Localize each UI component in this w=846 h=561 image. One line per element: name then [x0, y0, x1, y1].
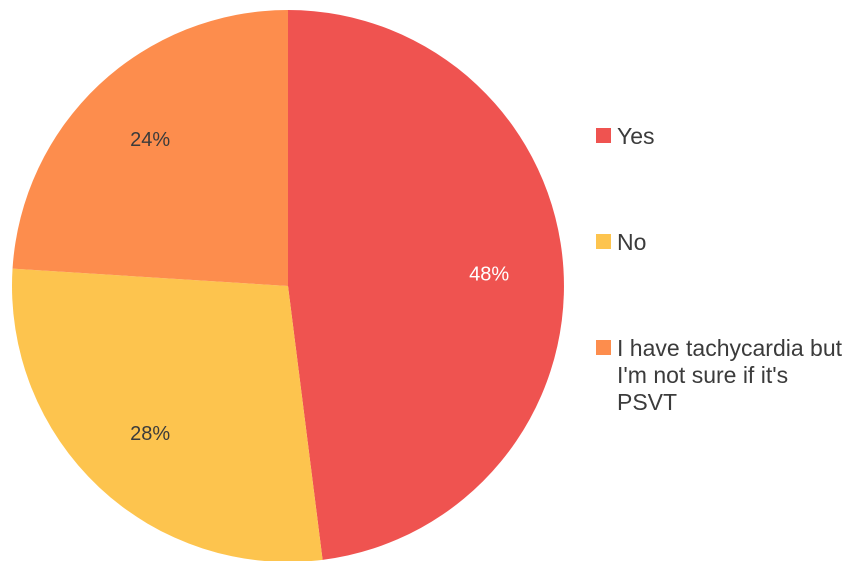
pie-slice-yes[interactable]: [288, 10, 564, 560]
legend-swatch-unsure: [596, 340, 611, 355]
legend: Yes No I have tachycardia but I'm not su…: [596, 0, 846, 561]
slice-label-yes: 48%: [469, 263, 509, 285]
legend-item-yes[interactable]: Yes: [596, 123, 846, 150]
pie-slice-unsure[interactable]: [12, 9, 288, 287]
legend-label-yes: Yes: [617, 123, 655, 149]
legend-label-unsure: I have tachycardia but I'm not sure if i…: [617, 335, 843, 415]
legend-item-no[interactable]: No: [596, 229, 846, 256]
slice-label-no: 28%: [130, 423, 170, 445]
legend-item-unsure[interactable]: I have tachycardia but I'm not sure if i…: [596, 335, 846, 416]
legend-swatch-no: [596, 234, 611, 249]
pie-slice-no[interactable]: [12, 268, 323, 561]
slice-label-unsure: 24%: [130, 129, 170, 151]
legend-swatch-yes: [596, 128, 611, 143]
legend-label-no: No: [617, 229, 647, 255]
